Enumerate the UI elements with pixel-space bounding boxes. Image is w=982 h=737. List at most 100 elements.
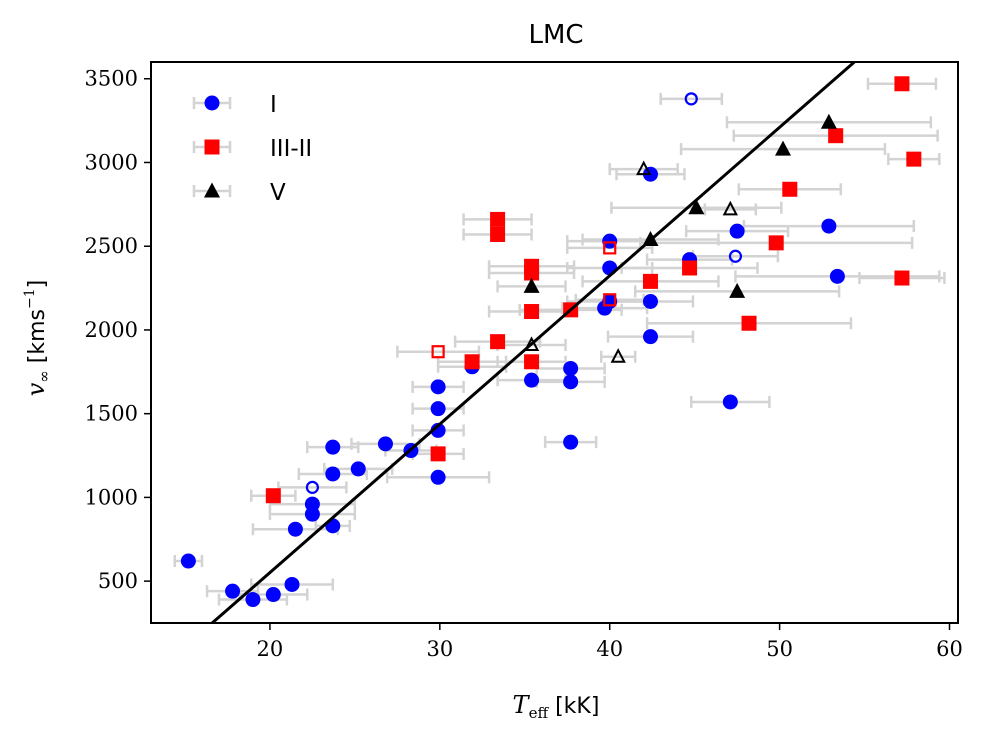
point-v-triangle-0 xyxy=(523,277,540,293)
x-axis-unit: [kK] xyxy=(548,694,599,719)
point-iii-ii-square-open-1 xyxy=(603,293,617,307)
legend-item-v: V xyxy=(192,180,286,206)
point-i-circle-32 xyxy=(729,223,745,239)
error-bar-v-5-1 xyxy=(599,350,637,363)
point-iii-ii-square-open-0 xyxy=(431,345,445,359)
point-iii-ii-square-15 xyxy=(782,181,798,197)
point-i-circle-22 xyxy=(563,360,579,376)
point-i-circle-26 xyxy=(602,233,618,249)
error-bar-i-1-0 xyxy=(277,481,348,494)
plot-frame xyxy=(150,61,959,624)
point-iii-ii-square-0 xyxy=(265,488,281,504)
y-tick-label-1500: 1500 xyxy=(85,402,138,426)
point-i-circle-1 xyxy=(225,583,241,599)
point-i-circle-open-2 xyxy=(728,249,743,263)
point-iii-ii-square-19 xyxy=(906,151,922,167)
x-tick-label-30: 30 xyxy=(426,637,453,661)
point-i-circle-5 xyxy=(287,521,303,537)
point-i-circle-17 xyxy=(430,379,446,395)
legend-label-iii-ii: III-II xyxy=(270,136,312,162)
point-iii-ii-square-6 xyxy=(524,354,540,370)
point-i-circle-0 xyxy=(180,553,196,569)
error-bar-v-5-3 xyxy=(703,203,758,216)
x-tick-label-40: 40 xyxy=(596,637,623,661)
point-iii-ii-square-13 xyxy=(741,315,757,331)
point-iii-ii-square-1 xyxy=(430,446,446,462)
point-iii-ii-square-11 xyxy=(642,273,658,289)
error-bar-v-5-2 xyxy=(608,163,679,176)
point-v-triangle-open-3 xyxy=(722,200,738,216)
point-i-circle-28 xyxy=(642,293,658,309)
point-i-circle-25 xyxy=(602,260,618,276)
point-i-circle-9 xyxy=(325,466,341,482)
point-v-triangle-2 xyxy=(688,199,705,215)
point-iii-ii-square-2 xyxy=(464,354,480,370)
point-iii-ii-square-4 xyxy=(490,226,506,242)
y-tick-label-1000: 1000 xyxy=(85,485,138,509)
x-axis-subscript: eff xyxy=(529,704,550,722)
point-iii-ii-square-7 xyxy=(524,304,540,320)
error-bar-i-1-1 xyxy=(659,92,724,105)
point-i-circle-31 xyxy=(722,394,738,410)
x-tick-label-60: 60 xyxy=(936,637,963,661)
point-i-circle-15 xyxy=(430,422,446,438)
y-axis-unit: [kms xyxy=(25,309,50,370)
x-axis-label: Teff [kK] xyxy=(513,691,600,722)
point-i-circle-27 xyxy=(642,329,658,345)
x-axis-symbol: T xyxy=(513,691,531,719)
y-axis-subscript: ∞ xyxy=(35,370,53,383)
y-tick-label-2000: 2000 xyxy=(85,318,138,342)
y-axis-symbol: v xyxy=(22,382,50,396)
point-iii-ii-square-14 xyxy=(768,235,784,251)
x-tick-label-20: 20 xyxy=(257,637,284,661)
y-tick-label-3000: 3000 xyxy=(85,150,138,174)
point-i-circle-19 xyxy=(524,372,540,388)
point-v-triangle-open-1 xyxy=(610,348,626,363)
point-i-circle-34 xyxy=(829,268,845,284)
point-i-circle-open-1 xyxy=(684,92,698,106)
point-i-circle-10 xyxy=(325,439,341,455)
point-iii-ii-square-18 xyxy=(894,270,910,286)
y-axis-label: v∞ [kms−1] xyxy=(22,280,53,397)
y-axis-unit-close: ] xyxy=(25,280,50,289)
point-iii-ii-square-9 xyxy=(524,258,540,274)
point-i-circle-21 xyxy=(563,374,579,390)
point-iii-ii-square-5 xyxy=(490,211,506,227)
legend-item-i: I xyxy=(192,92,277,118)
y-tick-label-3500: 3500 xyxy=(85,67,138,91)
point-v-triangle-5 xyxy=(820,113,837,129)
point-iii-ii-square-17 xyxy=(894,76,910,92)
y-axis-unit-exponent: −1 xyxy=(22,288,38,309)
point-i-circle-2 xyxy=(245,592,261,608)
legend: I III-II V xyxy=(192,92,312,206)
point-i-circle-33 xyxy=(821,218,837,234)
point-i-circle-open-0 xyxy=(305,480,319,494)
point-iii-ii-square-3 xyxy=(490,334,506,350)
legend-marker-v xyxy=(204,182,220,198)
point-i-circle-11 xyxy=(350,461,366,477)
point-v-triangle-open-0 xyxy=(523,336,540,352)
point-iii-ii-square-16 xyxy=(828,128,844,144)
point-iii-ii-square-12 xyxy=(682,260,698,276)
legend-label-i: I xyxy=(270,92,277,118)
point-i-circle-20 xyxy=(563,434,579,450)
y-tick-label-500: 500 xyxy=(98,569,138,593)
legend-marker-i xyxy=(204,95,220,111)
chart-title: LMC xyxy=(528,20,583,50)
legend-item-iii-ii: III-II xyxy=(192,136,312,162)
fit-line xyxy=(211,62,856,623)
point-iii-ii-square-open-2 xyxy=(603,241,617,255)
point-i-circle-4 xyxy=(284,576,300,592)
point-v-triangle-4 xyxy=(775,140,792,156)
x-tick-label-50: 50 xyxy=(766,637,793,661)
point-v-triangle-open-2 xyxy=(636,160,652,176)
legend-label-v: V xyxy=(270,180,286,206)
data-points xyxy=(180,76,922,608)
point-i-circle-3 xyxy=(265,587,281,603)
point-i-circle-12 xyxy=(377,436,393,452)
point-i-circle-14 xyxy=(430,469,446,485)
legend-marker-iii-ii xyxy=(204,139,220,155)
y-tick-label-2500: 2500 xyxy=(85,234,138,258)
point-i-circle-16 xyxy=(430,401,446,417)
